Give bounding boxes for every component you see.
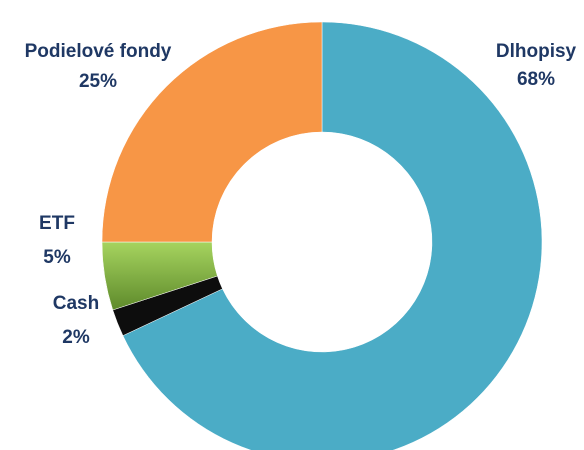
slice-label-etf-value: 5% bbox=[43, 247, 71, 268]
slice-podielov-fondy bbox=[101, 21, 323, 243]
slice-label-cash-value: 2% bbox=[62, 327, 90, 348]
slice-label-cash-name: Cash bbox=[53, 293, 99, 314]
slice-label-podielove-fondy-value: 25% bbox=[79, 71, 117, 92]
donut-slices bbox=[101, 21, 543, 450]
slice-label-podielove-fondy-name: Podielové fondy bbox=[25, 41, 172, 62]
slice-label-etf-name: ETF bbox=[39, 213, 75, 234]
slice-dlhopisy bbox=[122, 21, 543, 450]
slice-label-dlhopisy-name: Dlhopisy bbox=[496, 41, 577, 62]
slice-label-dlhopisy-value: 68% bbox=[517, 69, 555, 90]
